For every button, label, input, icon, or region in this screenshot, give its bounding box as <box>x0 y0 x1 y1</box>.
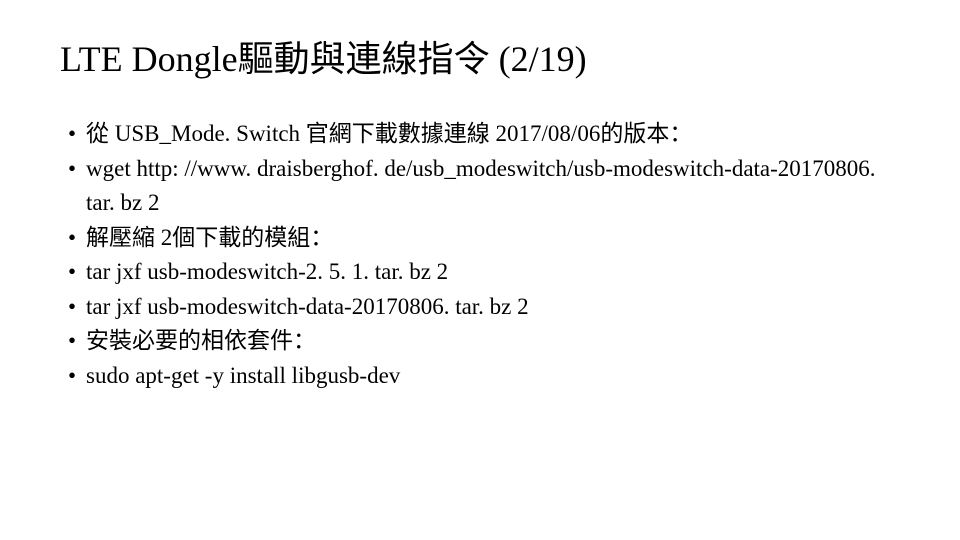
list-item: tar jxf usb-modeswitch-2. 5. 1. tar. bz … <box>68 255 900 290</box>
list-item: 解壓縮 2個下載的模組： <box>68 221 900 256</box>
list-item: sudo apt-get -y install libgusb-dev <box>68 359 900 394</box>
slide-title: LTE Dongle驅動與連線指令 (2/19) <box>60 30 900 82</box>
list-item: wget http: //www. draisberghof. de/usb_m… <box>68 152 900 221</box>
list-item: tar jxf usb-modeswitch-data-20170806. ta… <box>68 290 900 325</box>
bullet-list: 從 USB_Mode. Switch 官網下載數據連線 2017/08/06的版… <box>60 117 900 393</box>
list-item: 安裝必要的相依套件： <box>68 324 900 359</box>
list-item: 從 USB_Mode. Switch 官網下載數據連線 2017/08/06的版… <box>68 117 900 152</box>
